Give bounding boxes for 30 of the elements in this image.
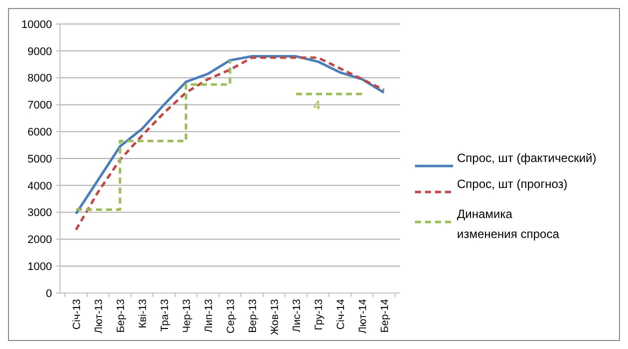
- x-tick-label: Січ-13: [71, 298, 83, 330]
- x-tick-label: Бер-13: [115, 298, 127, 333]
- y-tick-label: 9000: [28, 46, 52, 58]
- x-tick-label: Вер-13: [247, 298, 259, 333]
- y-tick-label: 10000: [21, 18, 52, 31]
- y-tick-label: 2000: [28, 234, 52, 246]
- x-tick-label: Гру-13: [313, 298, 325, 330]
- y-tick-label: 7000: [28, 100, 52, 112]
- x-tick-label: Лют-13: [93, 298, 105, 334]
- x-tick-label: Чер-13: [181, 298, 193, 333]
- x-tick-label: Тра-13: [159, 298, 171, 332]
- x-tick-label: Бер-14: [379, 298, 391, 333]
- x-tick-label: Кві-13: [137, 298, 149, 328]
- annotation: 4: [313, 97, 321, 112]
- legend-label: Спрос, шт (прогноз): [457, 177, 568, 192]
- x-tick-label: Лют-14: [357, 298, 369, 334]
- legend-label: Динамика изменения спроса: [457, 207, 560, 242]
- y-tick-label: 5000: [28, 153, 52, 166]
- x-tick-label: Лип-13: [203, 298, 215, 333]
- y-tick-label: 0: [46, 288, 52, 300]
- y-tick-label: 3000: [28, 207, 52, 220]
- y-tick-label: 8000: [28, 72, 52, 85]
- x-tick-label: Лис-13: [291, 298, 303, 332]
- legend-label: Спрос, шт (фактический): [457, 151, 596, 166]
- x-tick-label: Сер-13: [225, 298, 237, 334]
- x-tick-label: Жов-13: [269, 298, 281, 336]
- y-tick-label: 6000: [28, 126, 52, 138]
- y-tick-label: 1000: [28, 260, 52, 273]
- y-tick-label: 4000: [28, 180, 52, 192]
- x-tick-label: Січ-14: [335, 298, 347, 330]
